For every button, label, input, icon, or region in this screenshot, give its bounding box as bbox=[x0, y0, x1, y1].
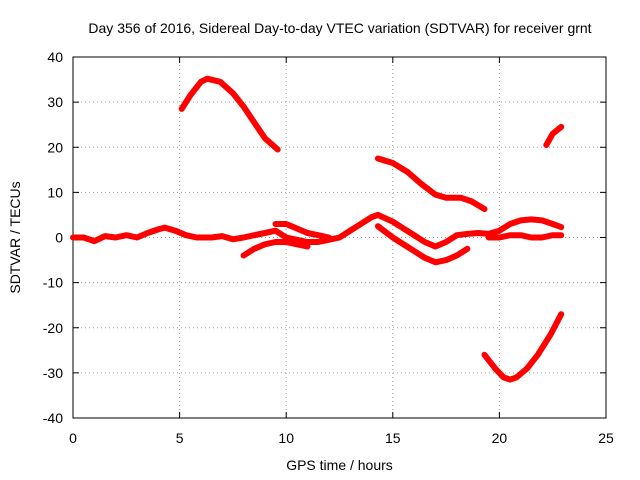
series-line-arc-1 bbox=[178, 75, 281, 153]
series-line-arc-7 bbox=[374, 223, 471, 266]
series-line-arc-4 bbox=[481, 311, 565, 383]
series-line-arc-3 bbox=[543, 123, 565, 148]
series-line-arc-8 bbox=[240, 239, 311, 259]
y-tick-label: 20 bbox=[47, 139, 63, 155]
series-line-arc-2 bbox=[374, 155, 488, 213]
y-tick-label: -30 bbox=[43, 365, 63, 381]
y-tick-label: 0 bbox=[55, 230, 63, 246]
y-tick-label: 10 bbox=[47, 184, 63, 200]
series-line-arc-9 bbox=[272, 221, 332, 241]
y-axis-label: SDTVAR / TECUs bbox=[7, 181, 23, 293]
series-line-arc-5 bbox=[70, 211, 381, 245]
x-tick-label: 20 bbox=[492, 430, 508, 446]
series-group bbox=[70, 75, 565, 383]
x-tick-label: 15 bbox=[385, 430, 401, 446]
y-tick-label: 30 bbox=[47, 94, 63, 110]
x-tick-label: 0 bbox=[69, 430, 77, 446]
y-tick-label: -10 bbox=[43, 275, 63, 291]
series-line-arc-6 bbox=[374, 211, 565, 250]
y-tick-label: -20 bbox=[43, 320, 63, 336]
x-tick-label: 25 bbox=[598, 430, 614, 446]
axis-ticks: 0 5 10 15 20 25 40 30 20 10 0 -10 -20 -30 -40 bbox=[43, 49, 614, 446]
series-line-arc-10 bbox=[485, 232, 565, 241]
y-tick-label: 40 bbox=[47, 49, 63, 65]
chart-title: Day 356 of 2016, Sidereal Day-to-day VTE… bbox=[88, 20, 591, 36]
x-axis-label: GPS time / hours bbox=[286, 457, 393, 473]
x-tick-label: 5 bbox=[176, 430, 184, 446]
y-tick-label: -40 bbox=[43, 410, 63, 426]
x-tick-label: 10 bbox=[278, 430, 294, 446]
